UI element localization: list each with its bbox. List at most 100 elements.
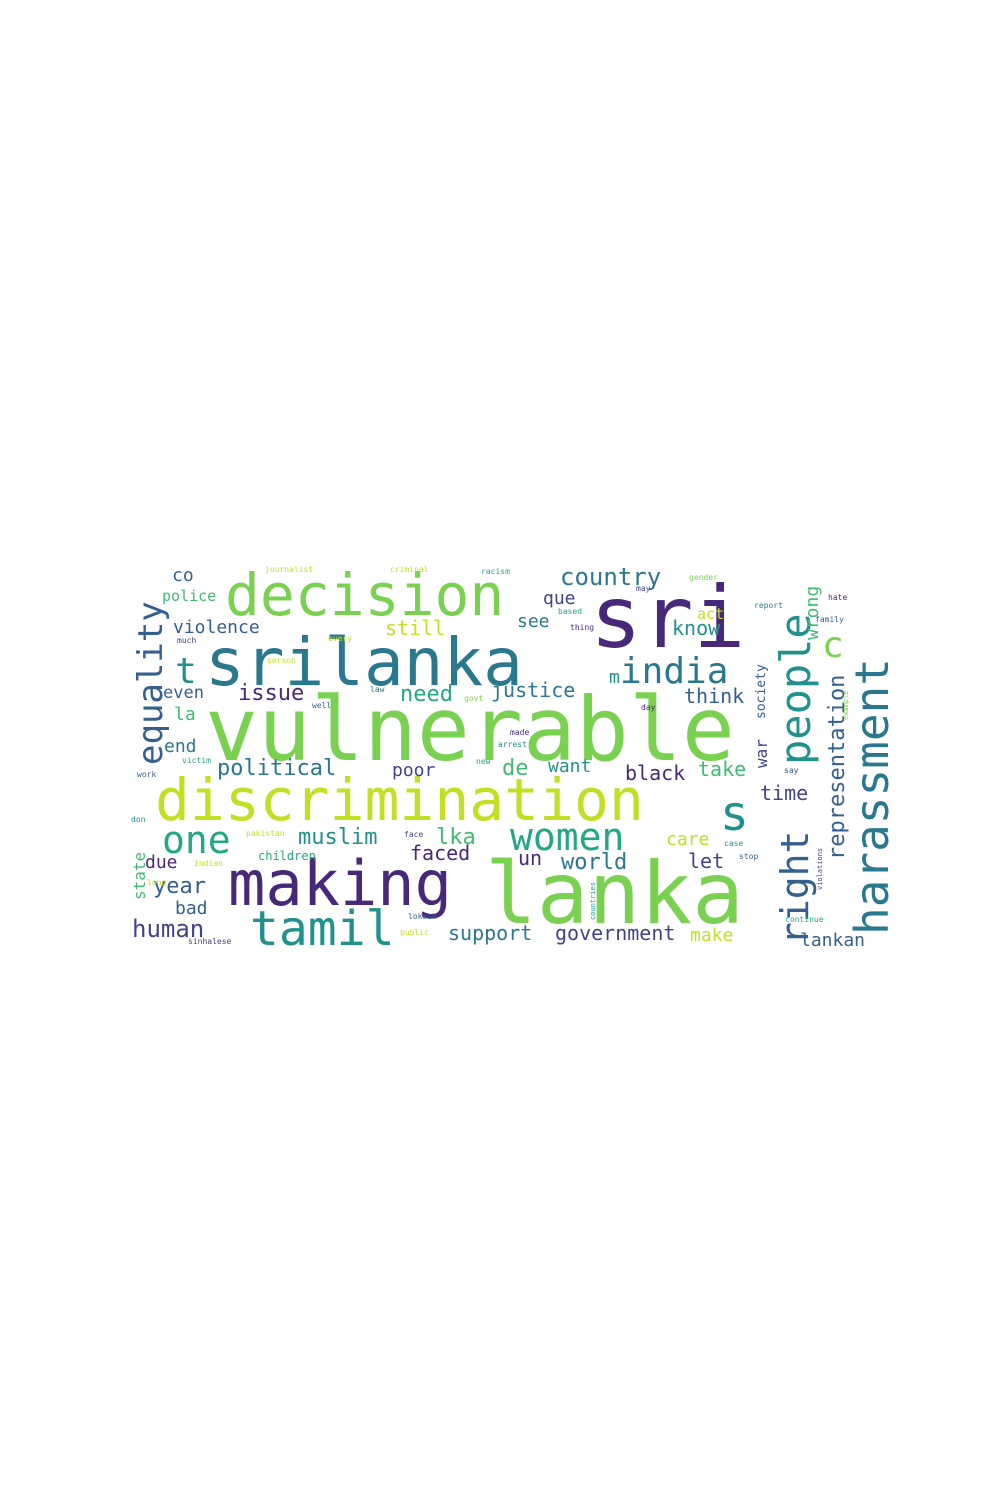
word-women: women bbox=[510, 815, 624, 859]
word-state: state bbox=[130, 852, 149, 900]
word-sinhalese: sinhalese bbox=[188, 937, 232, 946]
word-gender: gender bbox=[689, 573, 718, 582]
word-may: may bbox=[636, 584, 651, 593]
word-think: think bbox=[684, 684, 744, 708]
word-take: take bbox=[698, 757, 746, 781]
word-bad: bad bbox=[175, 898, 208, 919]
word-even: even bbox=[163, 683, 204, 703]
word-country: country bbox=[560, 563, 661, 591]
word-law: law bbox=[370, 685, 385, 694]
word-co: co bbox=[172, 565, 194, 586]
word-face: face bbox=[404, 830, 423, 839]
word-discrimination: discrimination bbox=[155, 766, 644, 834]
word-stop: stop bbox=[739, 852, 758, 861]
word-sri: sri bbox=[590, 568, 745, 668]
word-want: want bbox=[548, 756, 591, 777]
word-cloud-canvas: vulnerable lanka sri srilanka discrimination… bbox=[125, 560, 895, 952]
word-much: much bbox=[177, 636, 196, 645]
word-poor: poor bbox=[392, 760, 436, 781]
word-hate: hate bbox=[828, 593, 847, 602]
word-equality: equality bbox=[131, 601, 171, 765]
word-journalist: journalist bbox=[265, 565, 313, 574]
word-wrong: wrong bbox=[802, 586, 823, 640]
word-care: care bbox=[666, 829, 709, 850]
word-muslim: muslim bbox=[298, 825, 377, 850]
word-day: day bbox=[641, 703, 656, 712]
word-srilanka: srilanka bbox=[205, 624, 523, 701]
word-india: india bbox=[620, 651, 728, 692]
word-support: support bbox=[448, 921, 532, 945]
word-war: war bbox=[752, 739, 771, 768]
word-m: m bbox=[609, 667, 620, 688]
word-decision: decision bbox=[225, 561, 504, 629]
word-society: society bbox=[754, 664, 769, 719]
word-work: work bbox=[137, 770, 156, 779]
word-lokesh: lokesh bbox=[408, 912, 437, 921]
word-people: people bbox=[771, 613, 820, 765]
word-based: based bbox=[558, 607, 582, 616]
word-c: c bbox=[822, 625, 844, 666]
word-due: due bbox=[145, 852, 178, 873]
word-issue: issue bbox=[238, 681, 304, 706]
word-world: world bbox=[561, 850, 627, 875]
word-continue: continue bbox=[785, 915, 824, 924]
word-racism: racism bbox=[481, 567, 510, 576]
word-make: make bbox=[690, 925, 733, 946]
word-thing: thing bbox=[570, 623, 594, 632]
word-year: year bbox=[153, 874, 206, 899]
word-vulnerable: vulnerable bbox=[205, 678, 735, 781]
word-public: public bbox=[400, 928, 429, 937]
word-family: family bbox=[815, 615, 844, 624]
word-violations: violations bbox=[816, 848, 824, 890]
word-case: case bbox=[724, 839, 743, 848]
word-act: act bbox=[697, 605, 724, 623]
word-don: don bbox=[131, 815, 146, 824]
word-lka: lka bbox=[436, 825, 476, 850]
word-harassment: harassment bbox=[845, 658, 895, 935]
word-see: see bbox=[517, 611, 550, 632]
word-new: new bbox=[476, 757, 491, 766]
word-lankan: lankan bbox=[800, 930, 865, 951]
word-countries: countries bbox=[589, 882, 597, 920]
word-tamil-2: tamil bbox=[125, 560, 128, 561]
word-faced: faced bbox=[410, 841, 470, 865]
word-que: que bbox=[543, 588, 576, 609]
word-t: t bbox=[175, 651, 197, 692]
word-need: need bbox=[400, 682, 453, 707]
word-every: every bbox=[328, 634, 352, 643]
word-say: say bbox=[784, 766, 799, 775]
word-s: s bbox=[720, 786, 749, 842]
word-un: un bbox=[518, 846, 542, 870]
word-de: de bbox=[502, 756, 529, 781]
word-arrest: arrest bbox=[498, 740, 527, 749]
word-pakistan: pakistan bbox=[246, 829, 285, 838]
word-political: political bbox=[217, 756, 336, 781]
word-example: example bbox=[842, 690, 850, 720]
word-let: let bbox=[688, 849, 724, 873]
word-govt: govt bbox=[464, 694, 483, 703]
word-human: human bbox=[132, 915, 204, 943]
word-well: well bbox=[312, 701, 331, 710]
word-know: know bbox=[672, 616, 721, 640]
word-tamil: tamil bbox=[250, 901, 395, 952]
word-report: report bbox=[754, 601, 783, 610]
word-long: long bbox=[147, 878, 166, 887]
word-person: person bbox=[267, 656, 296, 665]
word-police: police bbox=[162, 587, 216, 605]
word-violence: violence bbox=[173, 617, 260, 638]
word-representation: representation bbox=[825, 675, 850, 860]
word-lanka: lanka bbox=[485, 844, 744, 944]
word-made: made bbox=[510, 728, 529, 737]
word-right: right bbox=[773, 831, 817, 945]
word-victim: victim bbox=[182, 756, 211, 765]
word-making: making bbox=[228, 847, 452, 920]
word-end: end bbox=[164, 736, 197, 757]
word-cloud: vulnerable lanka sri srilanka discrimination… bbox=[125, 560, 895, 952]
word-government: government bbox=[555, 921, 675, 945]
word-children: children bbox=[258, 849, 316, 863]
word-criminal: criminal bbox=[390, 565, 429, 574]
word-time: time bbox=[760, 781, 808, 805]
word-black: black bbox=[625, 761, 685, 785]
word-la: la bbox=[174, 704, 196, 725]
word-indian: indian bbox=[194, 859, 223, 868]
